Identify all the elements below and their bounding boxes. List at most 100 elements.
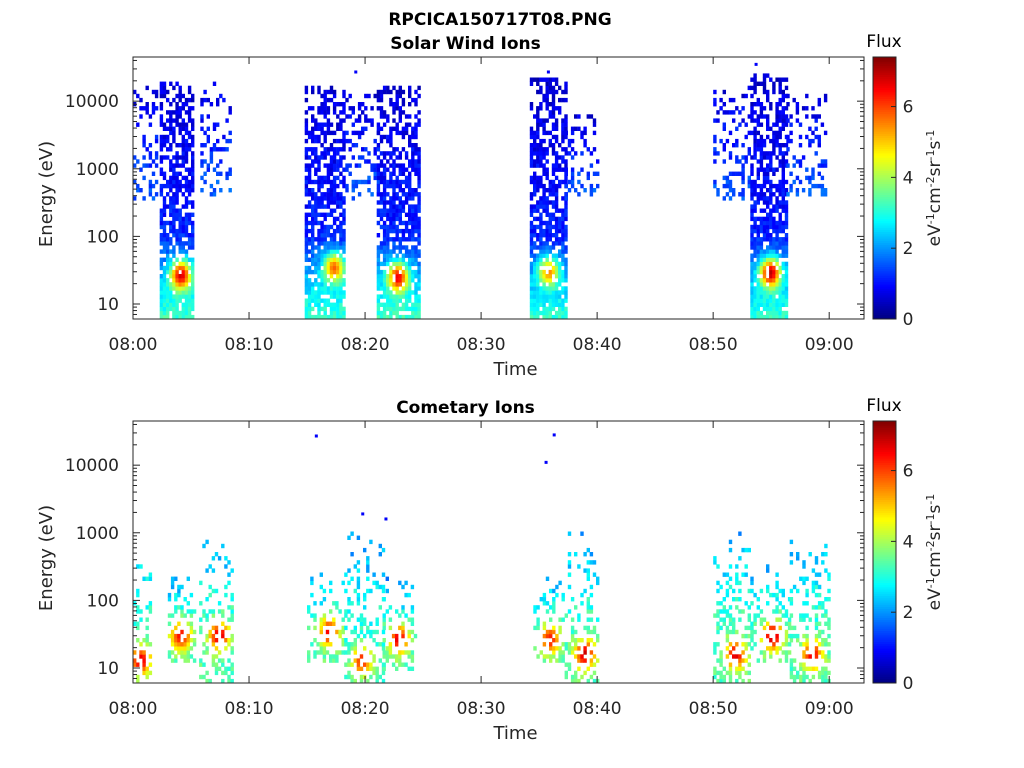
heatmap-cell [181, 216, 185, 222]
heatmap-cell [329, 237, 334, 242]
heatmap-cell [311, 208, 315, 213]
heatmap-cell [529, 245, 534, 250]
heatmap-cell [353, 629, 357, 635]
heatmap-cell [821, 629, 825, 635]
heatmap-cell [181, 134, 185, 140]
heatmap-cell [539, 89, 543, 95]
heatmap-cell [551, 85, 556, 91]
heatmap-cell [784, 286, 789, 291]
heatmap-cell [545, 208, 549, 213]
heatmap-cell [332, 89, 337, 95]
heatmap-cell [401, 286, 406, 291]
heatmap-cell [759, 278, 764, 283]
heatmap-cell [536, 233, 540, 238]
heatmap-cell [307, 269, 312, 275]
heatmap-cell [162, 245, 167, 250]
heatmap-cell [753, 286, 757, 291]
heatmap-cell [356, 584, 361, 590]
heatmap-cell [536, 81, 540, 86]
heatmap-cell [200, 159, 204, 164]
heatmap-cell [781, 151, 785, 156]
heatmap-cell [191, 257, 195, 262]
heatmap-cell [382, 290, 387, 295]
heatmap-cell [407, 650, 411, 655]
heatmap-cell [775, 138, 779, 144]
heatmap-cell [759, 143, 764, 148]
heatmap-cell [827, 658, 831, 663]
heatmap-cell [317, 188, 321, 193]
heatmap-cell [542, 208, 546, 213]
heatmap-cell [382, 294, 387, 299]
heatmap-cell [713, 613, 717, 618]
colorbar-step [873, 425, 896, 428]
heatmap-cell [564, 196, 568, 201]
heatmap-cell [227, 572, 231, 577]
heatmap-cell [545, 274, 549, 279]
heatmap-cell [404, 179, 409, 185]
heatmap-cell [184, 126, 189, 131]
heatmap-cell [747, 114, 751, 119]
colorbar-step [873, 573, 896, 577]
heatmap-cell [738, 666, 742, 671]
heatmap-cell [753, 245, 757, 250]
heatmap-cell [206, 163, 210, 168]
heatmap-cell [386, 253, 390, 258]
heatmap-cell [411, 151, 415, 156]
heatmap-cell [166, 302, 170, 307]
heatmap-cell [762, 77, 767, 82]
heatmap-cell [322, 621, 327, 626]
heatmap-cell [778, 77, 782, 82]
heatmap-cell [357, 155, 362, 160]
heatmap-cell [314, 208, 318, 213]
heatmap-cell [186, 633, 190, 639]
heatmap-cell [728, 130, 733, 136]
heatmap-cell [133, 658, 137, 663]
heatmap-cell [133, 163, 137, 168]
heatmap-cell [189, 654, 194, 659]
heatmap-cell [203, 143, 207, 148]
heatmap-cell [389, 183, 393, 189]
heatmap-cell [175, 286, 179, 291]
heatmap-cell [769, 163, 773, 168]
heatmap-cell [728, 547, 733, 553]
heatmap-cell [772, 253, 776, 258]
heatmap-cell [750, 261, 754, 267]
heatmap-cell [756, 245, 760, 250]
heatmap-cell [212, 143, 217, 148]
heatmap-cell [382, 306, 387, 312]
heatmap-cell [332, 138, 337, 144]
heatmap-cell [162, 282, 167, 287]
heatmap-cell [408, 93, 412, 99]
heatmap-cell [410, 629, 415, 635]
heatmap-cell [191, 118, 195, 123]
heatmap-cell [392, 167, 396, 172]
heatmap-cell [184, 269, 189, 275]
heatmap-cell [228, 110, 232, 115]
heatmap-cell [784, 179, 789, 185]
heatmap-cell [388, 605, 393, 610]
heatmap-cell [753, 216, 757, 222]
heatmap-cell [536, 179, 540, 185]
heatmap-cell [322, 597, 327, 602]
heatmap-cell [536, 200, 540, 205]
heatmap-cell [382, 261, 387, 267]
heatmap-cell [775, 208, 779, 213]
heatmap-cell [395, 245, 399, 250]
heatmap-cell [772, 224, 776, 230]
heatmap-cell [317, 85, 321, 91]
heatmap-cell [332, 294, 337, 299]
heatmap-cell [567, 552, 572, 557]
heatmap-cell [332, 155, 337, 160]
heatmap-cell [554, 192, 559, 197]
heatmap-cell [310, 642, 314, 647]
heatmap-cell [180, 613, 184, 618]
heatmap-cell [202, 662, 206, 667]
heatmap-cell [781, 241, 785, 246]
heatmap-cell [558, 302, 562, 307]
heatmap-cell [332, 151, 337, 156]
heatmap-cell [725, 629, 730, 635]
heatmap-cell [175, 175, 179, 181]
heatmap-cell [172, 269, 176, 275]
heatmap-cell [744, 547, 748, 553]
heatmap-cell [326, 89, 331, 95]
